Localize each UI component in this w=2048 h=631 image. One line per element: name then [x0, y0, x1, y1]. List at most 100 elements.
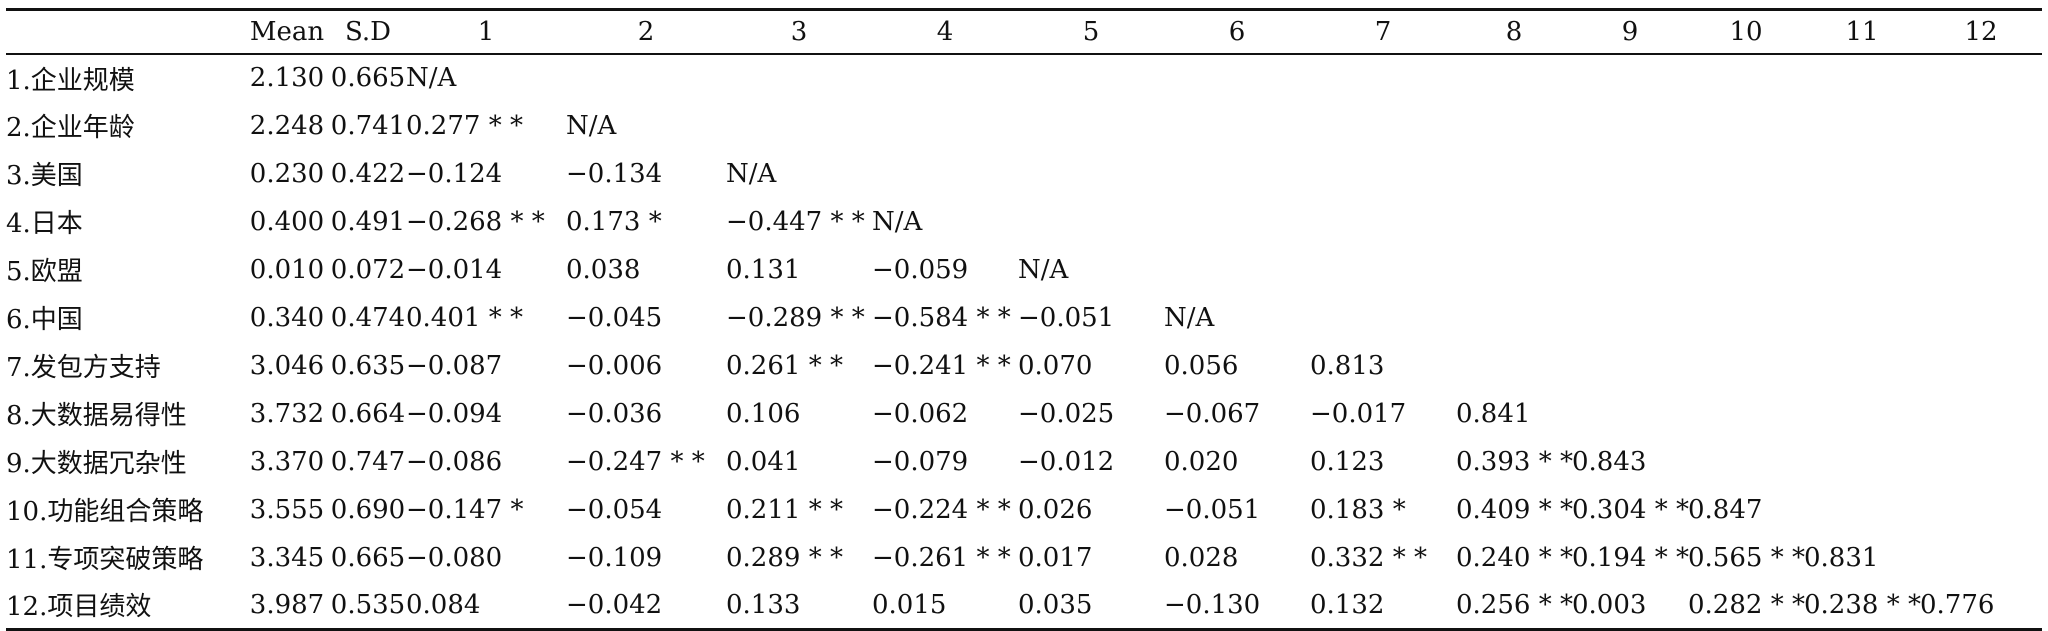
correlation-cell: 0.123 [1310, 446, 1385, 477]
correlation-cell: 0.831 [1804, 542, 1879, 573]
empty-cell [1018, 102, 1164, 150]
correlation-cell: −0.045 [566, 302, 663, 333]
header-cell-6: 6 [1164, 8, 1310, 55]
empty-cell [1688, 54, 1804, 102]
empty-cell [1804, 438, 1920, 486]
empty-cell [1804, 246, 1920, 294]
correlation-cell: 0.020 [1164, 446, 1239, 477]
empty-cell [1688, 246, 1804, 294]
empty-cell [1804, 294, 1920, 342]
empty-cell [1018, 54, 1164, 102]
correlation-cell: 0.003 [1572, 581, 1688, 631]
correlation-cell: 0.028 [1164, 542, 1239, 573]
mean-cell: 3.370 [249, 446, 325, 477]
correlation-cell: −0.261 * * [872, 542, 1011, 573]
mean-cell: 2.130 [249, 63, 325, 93]
table-row: 9.大数据冗杂性 3.370 0.747 −0.086 −0.247 * * 0.041 −… [6, 438, 2042, 486]
correlation-cell: 0.843 [1572, 446, 1647, 477]
table-row: 10.功能组合策略 3.555 0.690 −0.147 * −0.054 0.211 *… [6, 486, 2042, 534]
header-cell-1: 1 [406, 8, 566, 55]
empty-cell [1572, 246, 1688, 294]
correlation-cell: −0.289 * * [726, 302, 865, 333]
empty-cell [1804, 198, 1920, 246]
row-label: 8.大数据易得性 [6, 401, 187, 431]
empty-cell [726, 54, 872, 102]
correlation-table: Mean S.D 1 2 3 4 5 6 7 8 9 10 11 12 1.企业规模 2.130 0.665 N… [6, 8, 2042, 631]
mean-cell: 3.345 [249, 542, 325, 573]
correlation-cell: −0.147 * [406, 494, 524, 525]
empty-cell [1688, 438, 1804, 486]
empty-cell [1310, 150, 1456, 198]
correlation-cell: 0.282 * * [1688, 581, 1805, 631]
correlation-cell: 0.277 * * [406, 110, 523, 141]
mean-cell: 0.010 [249, 254, 325, 285]
correlation-cell: −0.134 [566, 158, 663, 189]
row-label: 9.大数据冗杂性 [6, 449, 187, 479]
empty-cell [1456, 102, 1572, 150]
sd-cell: 0.535 [330, 581, 406, 631]
table-row: 4.日本 0.400 0.491 −0.268 * * 0.173 * −0.447 * … [6, 198, 2042, 246]
correlation-cell: −0.109 [566, 542, 663, 573]
correlation-cell: 0.183 * [1310, 494, 1406, 525]
correlation-cell: −0.051 [1018, 302, 1115, 333]
row-label: 6.中国 [6, 305, 83, 335]
empty-cell [1164, 102, 1310, 150]
header-cell-3: 3 [726, 8, 872, 55]
correlation-cell: −0.130 [1164, 581, 1310, 631]
empty-cell [872, 102, 1018, 150]
correlation-cell: −0.094 [406, 398, 503, 429]
sd-cell: 0.665 [330, 542, 406, 573]
empty-cell [1310, 246, 1456, 294]
header-cell-9: 9 [1572, 8, 1688, 55]
correlation-cell: 0.393 * * [1456, 446, 1573, 477]
mean-cell: 0.400 [249, 206, 325, 237]
empty-cell [1920, 246, 2042, 294]
empty-cell [1456, 150, 1572, 198]
header-cell-7: 7 [1310, 8, 1456, 55]
correlation-cell: 0.776 [1920, 581, 2042, 631]
table-row: 5.欧盟 0.010 0.072 −0.014 0.038 0.131 −0.059 N/A [6, 246, 2042, 294]
empty-cell [1310, 198, 1456, 246]
row-label: 4.日本 [6, 209, 83, 239]
table-row: 11.专项突破策略 3.345 0.665 −0.080 −0.109 0.289 * *… [6, 534, 2042, 582]
empty-cell [1456, 54, 1572, 102]
correlation-cell: N/A [726, 158, 777, 189]
empty-cell [1920, 102, 2042, 150]
empty-cell [1572, 54, 1688, 102]
header-cell-11: 11 [1804, 8, 1920, 55]
correlation-cell: −0.062 [872, 398, 969, 429]
correlation-cell: 0.015 [872, 581, 1018, 631]
correlation-cell: −0.054 [566, 494, 663, 525]
empty-cell [1164, 246, 1310, 294]
correlation-cell: 0.133 [726, 581, 872, 631]
correlation-cell: 0.238 * * [1804, 581, 1921, 631]
header-cell-2: 2 [566, 8, 726, 55]
table-row: 7.发包方支持 3.046 0.635 −0.087 −0.006 0.261 * * −0… [6, 342, 2042, 390]
correlation-cell: −0.006 [566, 350, 663, 381]
sd-cell: 0.747 [330, 446, 406, 477]
header-cell-12: 12 [1920, 8, 2042, 55]
header-cell-8: 8 [1456, 8, 1572, 55]
empty-cell [1920, 198, 2042, 246]
empty-cell [1456, 342, 1572, 390]
mean-cell: 3.046 [249, 350, 325, 381]
empty-cell [1572, 390, 1688, 438]
correlation-cell: −0.036 [566, 398, 663, 429]
empty-cell [1804, 342, 1920, 390]
correlation-cell: 0.565 * * [1688, 542, 1805, 573]
correlation-cell: 0.289 * * [726, 542, 843, 573]
mean-cell: 3.555 [249, 494, 325, 525]
correlation-cell: 0.304 * * [1572, 494, 1689, 525]
empty-cell [726, 102, 872, 150]
empty-cell [1688, 390, 1804, 438]
correlation-cell: −0.067 [1164, 398, 1261, 429]
table-row: 12.项目绩效 3.987 0.535 0.084 −0.042 0.133 0.015 0.… [6, 581, 2042, 631]
correlation-cell: −0.051 [1164, 494, 1261, 525]
sd-cell: 0.690 [330, 494, 406, 525]
empty-cell [1164, 54, 1310, 102]
correlation-cell: 0.084 [406, 581, 566, 631]
empty-cell [872, 150, 1018, 198]
correlation-cell: −0.224 * * [872, 494, 1011, 525]
correlation-cell: 0.409 * * [1456, 494, 1573, 525]
empty-cell [1572, 198, 1688, 246]
